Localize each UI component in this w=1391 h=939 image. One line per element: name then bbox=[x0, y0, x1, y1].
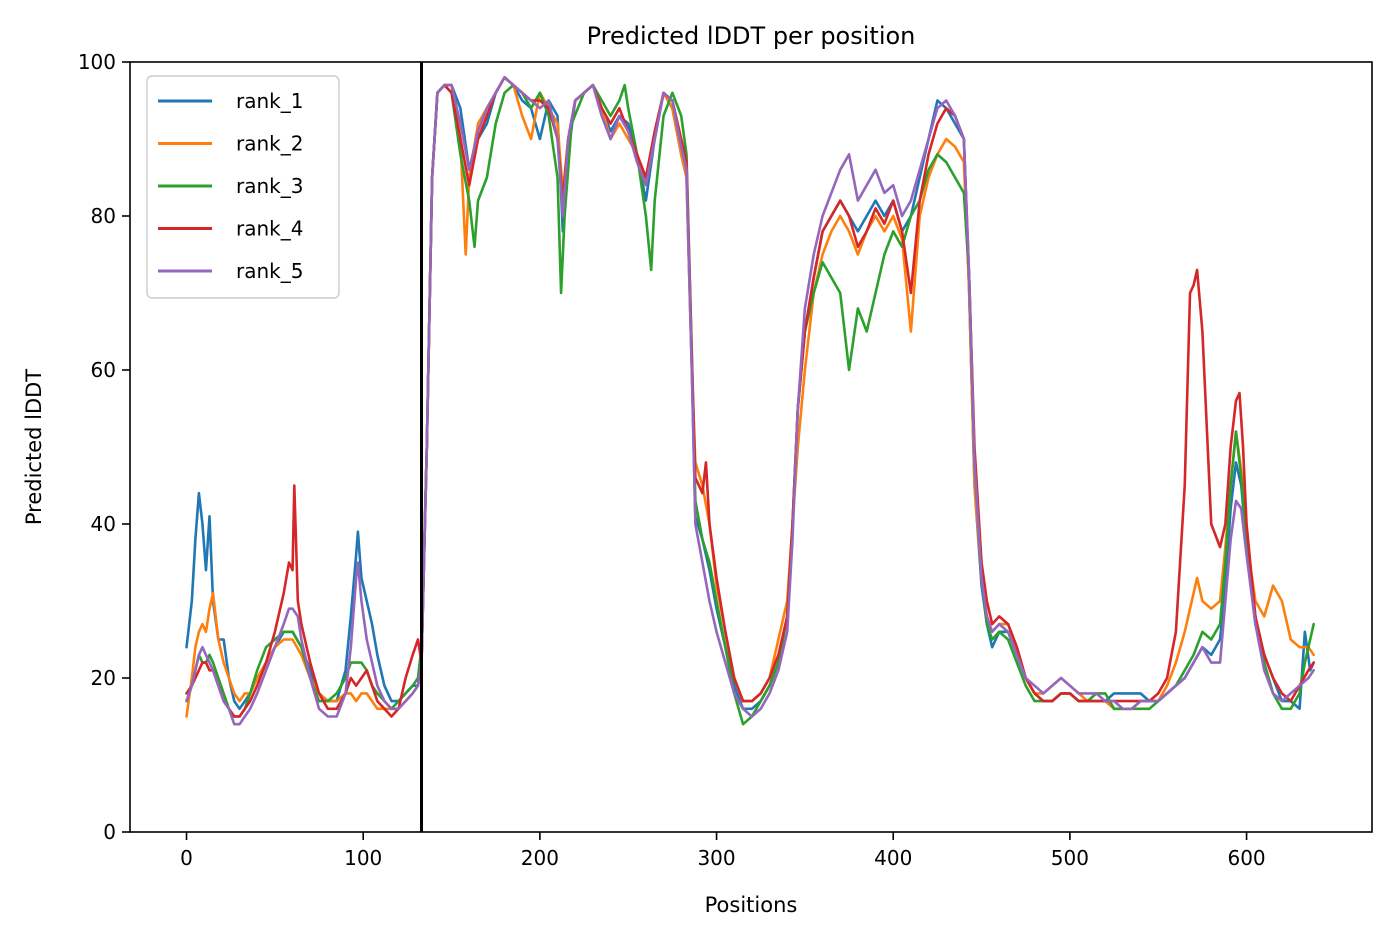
y-tick-label: 40 bbox=[91, 512, 116, 536]
y-tick-label: 0 bbox=[103, 820, 116, 844]
legend: rank_1 rank_2 rank_3 rank_4 rank_5 bbox=[146, 75, 340, 299]
legend-label: rank_3 bbox=[236, 174, 303, 198]
x-axis-label: Positions bbox=[705, 893, 798, 917]
x-tick-label: 300 bbox=[697, 846, 735, 870]
legend-label: rank_2 bbox=[236, 132, 303, 156]
x-axis-ticks: 0 100 200 300 400 500 600 bbox=[180, 832, 1266, 870]
y-tick-label: 60 bbox=[91, 358, 116, 382]
legend-items: rank_1 rank_2 rank_3 rank_4 rank_5 bbox=[158, 89, 303, 283]
x-tick-label: 600 bbox=[1227, 846, 1265, 870]
x-tick-label: 500 bbox=[1051, 846, 1089, 870]
legend-label: rank_1 bbox=[236, 89, 303, 113]
series-line-rank-4 bbox=[185, 76, 1315, 718]
y-axis-label: Predicted lDDT bbox=[22, 369, 46, 525]
series-line-rank-5 bbox=[185, 76, 1315, 726]
y-tick-label: 20 bbox=[91, 666, 116, 690]
legend-box bbox=[146, 75, 340, 299]
legend-label: rank_4 bbox=[236, 217, 303, 241]
y-tick-label: 100 bbox=[78, 50, 116, 74]
x-tick-label: 100 bbox=[344, 846, 382, 870]
x-tick-label: 200 bbox=[521, 846, 559, 870]
plot-frame bbox=[129, 61, 1373, 833]
y-axis-ticks: 0 20 40 60 80 100 bbox=[78, 50, 130, 844]
legend-label: rank_5 bbox=[236, 259, 303, 283]
x-tick-label: 400 bbox=[874, 846, 912, 870]
x-tick-label: 0 bbox=[180, 846, 193, 870]
y-tick-label: 80 bbox=[91, 204, 116, 228]
chart-title: Predicted lDDT per position bbox=[587, 22, 916, 50]
series-lines bbox=[185, 76, 1315, 726]
